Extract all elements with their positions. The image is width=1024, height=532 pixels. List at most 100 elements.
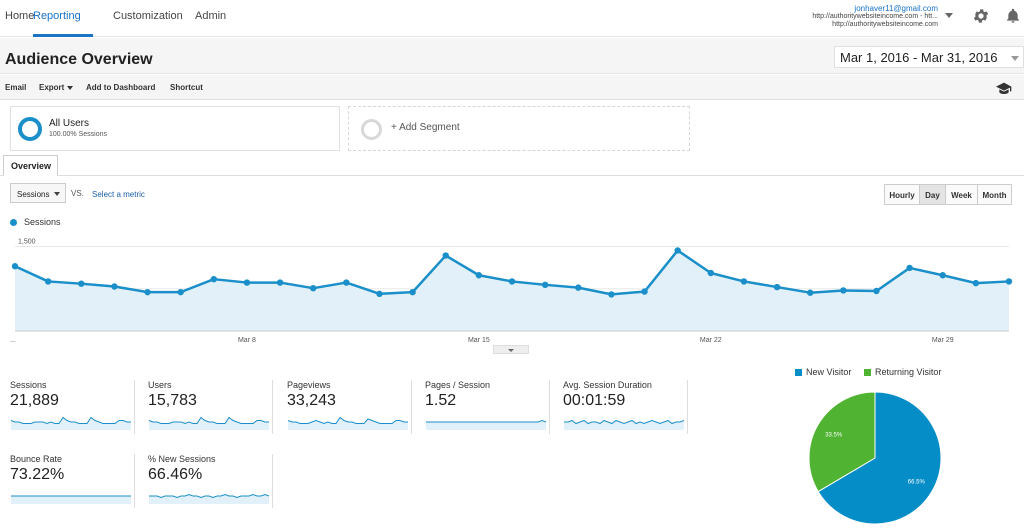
metric-value: 00:01:59 <box>563 392 626 409</box>
select-metric-link[interactable]: Select a metric <box>92 190 145 199</box>
tab-overview[interactable]: Overview <box>3 155 58 176</box>
sparkline-area <box>149 417 269 430</box>
export-label: Export <box>39 83 65 92</box>
report-toolbar: Email Export Add to Dashboard Shortcut <box>0 75 1024 100</box>
nav-reporting[interactable]: Reporting <box>33 10 81 22</box>
period-week-button[interactable]: Week <box>945 184 978 205</box>
pie-slice-label: 66.5% <box>908 480 926 486</box>
sessions-data-point <box>276 279 284 286</box>
sessions-data-point <box>44 278 52 285</box>
pie-slice <box>808 391 876 493</box>
nav-admin[interactable]: Admin <box>195 10 227 22</box>
visitor-type-pie-chart: 66.5% 33.5% <box>808 391 942 525</box>
sessions-data-point <box>840 287 847 294</box>
metric-name: Avg. Session Duration <box>563 380 652 390</box>
pie-slice <box>817 391 942 525</box>
metric-name: Bounce Rate <box>10 454 63 464</box>
account-caret-icon[interactable] <box>945 13 953 18</box>
metric-value: 66.46% <box>148 466 203 483</box>
sparkline-line <box>10 416 131 425</box>
sparkline-area <box>426 420 546 430</box>
export-caret-icon <box>67 85 74 90</box>
metric-name: % New Sessions <box>148 454 216 464</box>
sessions-data-point <box>343 279 350 286</box>
legend-returning-visitor[interactable]: Returning Visitor <box>864 367 941 377</box>
y-tick-label: 1,500 <box>18 239 36 246</box>
period-month-button[interactable]: Month <box>977 184 1012 205</box>
gear-icon[interactable] <box>972 7 990 25</box>
page-title: Audience Overview <box>5 51 153 68</box>
metric-name: Pageviews <box>287 380 331 390</box>
add-segment-button[interactable]: + Add Segment <box>348 106 690 151</box>
new-visitor-swatch <box>795 369 802 376</box>
export-button[interactable]: Export <box>39 83 74 92</box>
metric-name: Pages / Session <box>425 380 491 390</box>
metric-name: Sessions <box>10 380 47 390</box>
x-tick-label: Mar 8 <box>238 337 256 344</box>
date-range-picker[interactable]: Mar 1, 2016 - Mar 31, 2016 <box>834 46 1024 68</box>
metric-card[interactable]: Avg. Session Duration 00:01:59 <box>563 380 688 434</box>
x-tick-label: Mar 15 <box>468 337 490 344</box>
sparkline-line <box>426 419 547 423</box>
nav-customization[interactable]: Customization <box>113 10 183 22</box>
metric-value: 73.22% <box>10 466 65 483</box>
metric-sparkline <box>287 416 408 430</box>
sessions-data-point <box>674 247 681 254</box>
sparkline-line <box>564 419 685 425</box>
account-view: http://authoritywebsiteincome.com <box>832 21 938 28</box>
shortcut-button[interactable]: Shortcut <box>170 83 203 92</box>
account-email: jonhaver11@gmail.com <box>854 4 938 13</box>
top-nav-bar: Home Reporting Customization Admin jonha… <box>0 0 1024 37</box>
metric-card[interactable]: Pages / Session 1.52 <box>425 380 550 434</box>
metric-card[interactable]: Pageviews 33,243 <box>287 380 412 434</box>
metric-sparkline <box>149 493 270 504</box>
sessions-data-point <box>608 291 615 298</box>
graduation-cap-icon[interactable] <box>996 82 1012 94</box>
metric-dropdown[interactable]: Sessions <box>10 183 66 203</box>
metric-card[interactable]: % New Sessions 66.46% <box>148 454 273 508</box>
metric-value: 21,889 <box>10 392 59 409</box>
sessions-data-point <box>773 283 781 291</box>
period-day-button[interactable]: Day <box>919 184 946 205</box>
metric-sparkline <box>426 419 547 430</box>
sessions-data-point <box>508 278 516 285</box>
sessions-area <box>15 250 1009 331</box>
active-tab-indicator <box>33 34 93 37</box>
account-property: http://authoritywebsiteincome.com - htt.… <box>812 13 938 20</box>
segment-name: All Users <box>49 118 90 129</box>
bell-icon[interactable] <box>1005 7 1021 25</box>
metric-value: 1.52 <box>425 392 457 409</box>
legend-new-visitor[interactable]: New Visitor <box>795 367 851 377</box>
segment-sessions-share: 100.00% Sessions <box>49 131 107 138</box>
x-tick-label: ... <box>10 337 16 344</box>
sessions-data-point <box>243 279 251 286</box>
segment-all-users[interactable]: All Users 100.00% Sessions <box>10 106 340 151</box>
sessions-data-point <box>740 278 748 285</box>
metric-sparkline <box>10 416 131 430</box>
legend-new-visitor-label: New Visitor <box>806 367 852 377</box>
chart-collapse-toggle[interactable] <box>493 345 529 354</box>
sparkline-area <box>11 496 131 504</box>
sessions-data-point <box>442 252 449 259</box>
sparkline-area <box>11 417 131 430</box>
metric-card[interactable]: Users 15,783 <box>148 380 273 434</box>
metric-card[interactable]: Sessions 21,889 <box>10 380 135 434</box>
pie-slice-label: 33.5% <box>825 432 843 438</box>
sparkline-area <box>564 420 684 430</box>
sessions-data-point <box>575 284 582 291</box>
period-hourly-button[interactable]: Hourly <box>884 184 920 205</box>
title-bar: Audience Overview Mar 1, 2016 - Mar 31, … <box>0 38 1024 74</box>
date-range-text: Mar 1, 2016 - Mar 31, 2016 <box>840 50 998 65</box>
chevron-down-icon <box>54 192 60 196</box>
sessions-data-point <box>906 264 913 272</box>
sessions-data-point <box>873 287 880 295</box>
add-segment-label: + Add Segment <box>391 122 460 133</box>
metric-sparkline <box>148 416 269 430</box>
x-tick-label: Mar 29 <box>932 337 954 344</box>
metric-card[interactable]: Bounce Rate 73.22% <box>10 454 135 508</box>
add-to-dashboard-button[interactable]: Add to Dashboard <box>86 83 156 92</box>
account-selector[interactable]: jonhaver11@gmail.com http://authorityweb… <box>812 5 938 29</box>
nav-home[interactable]: Home <box>5 10 35 22</box>
email-button[interactable]: Email <box>5 83 27 92</box>
sparkline-line <box>148 416 269 425</box>
